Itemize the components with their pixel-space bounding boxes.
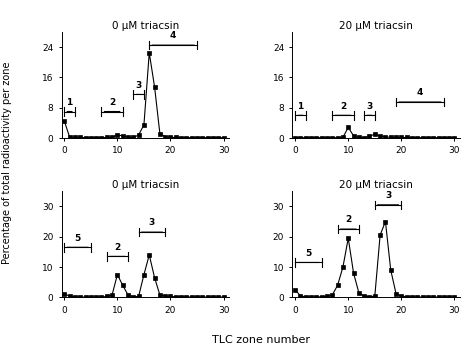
Text: 5: 5 [305,249,311,258]
Text: 2: 2 [109,98,115,107]
Title: 20 μM triacsin: 20 μM triacsin [339,21,413,31]
Text: 4: 4 [170,32,176,40]
Title: 0 μM triacsin: 0 μM triacsin [112,181,179,190]
Text: 5: 5 [74,234,81,242]
Title: 20 μM triacsin: 20 μM triacsin [339,181,413,190]
Title: 0 μM triacsin: 0 μM triacsin [112,21,179,31]
Text: 2: 2 [345,216,351,224]
Text: 3: 3 [366,102,373,111]
Text: 2: 2 [340,102,346,111]
Text: 1: 1 [66,98,73,107]
Text: Percentage of total radioactivity per zone: Percentage of total radioactivity per zo… [2,62,12,264]
Text: 3: 3 [136,81,142,90]
Text: 2: 2 [114,243,120,252]
Text: 4: 4 [417,88,423,97]
Text: 3: 3 [149,218,155,228]
Text: 3: 3 [385,191,391,200]
Text: 1: 1 [297,102,303,111]
Text: TLC zone number: TLC zone number [212,335,310,345]
